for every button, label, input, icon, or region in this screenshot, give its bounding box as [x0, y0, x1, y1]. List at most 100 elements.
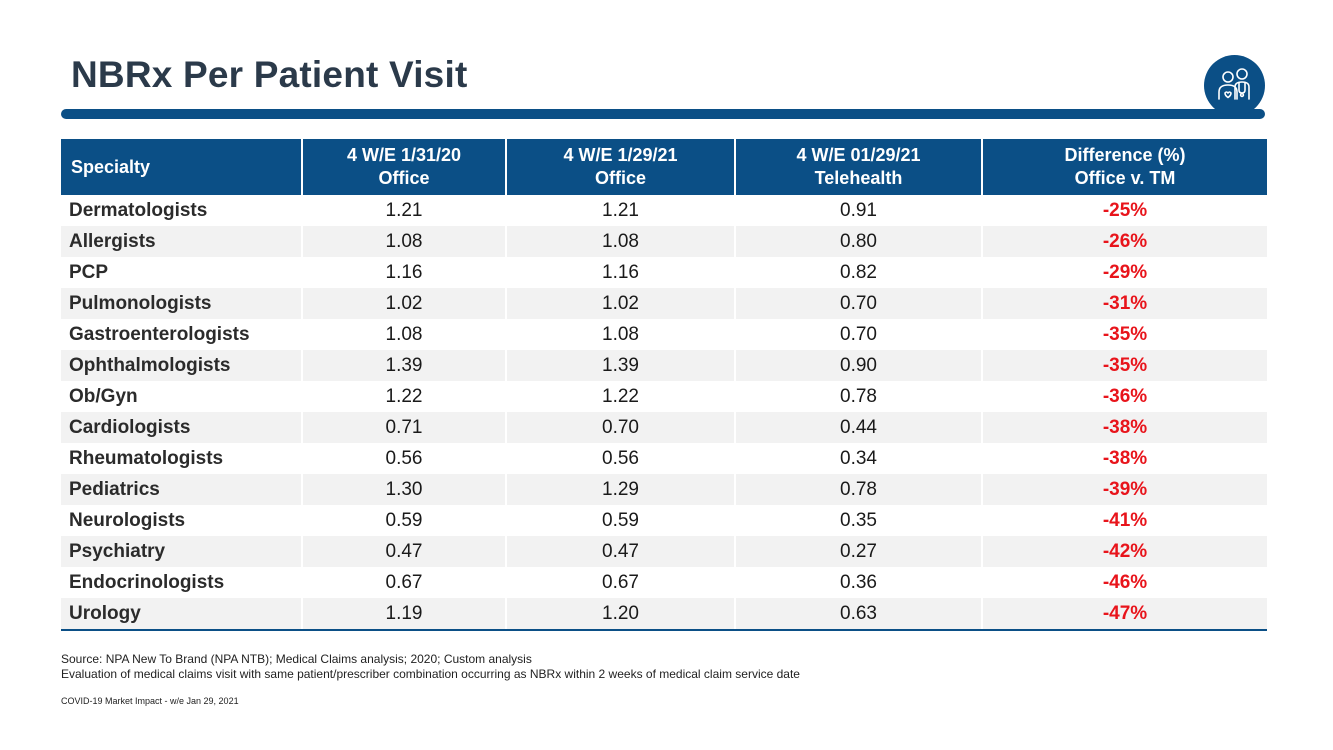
cell-difference: -41% [1102, 509, 1148, 531]
cell-telehealth-2021: 0.78 [735, 474, 983, 505]
cell-office-2020: 0.67 [302, 567, 507, 598]
cell-difference: -25% [1102, 199, 1148, 221]
cell-telehealth-2021: 0.27 [735, 536, 983, 567]
cell-telehealth-2021: 0.78 [735, 381, 983, 412]
header-telehealth-line2: Telehealth [814, 168, 903, 188]
cell-difference: -29% [1102, 261, 1148, 283]
header-office-2021: 4 W/E 1/29/21 Office [506, 139, 736, 195]
cell-office-2020: 1.39 [302, 350, 507, 381]
table-row: Dermatologists 1.21 1.21 0.91 -25% [61, 195, 1267, 226]
cell-office-2020: 1.22 [302, 381, 507, 412]
cell-difference: -47% [982, 598, 1267, 631]
cell-difference: -39% [982, 474, 1267, 505]
cell-office-2020: 0.59 [302, 505, 507, 536]
cell-specialty: Dermatologists [61, 195, 303, 226]
table-row: Pulmonologists 1.02 1.02 0.70 -31% [61, 288, 1267, 319]
cell-telehealth-2021: 0.82 [735, 257, 983, 288]
table-body: Dermatologists 1.21 1.21 0.91 -25% Allergists… [61, 195, 1267, 631]
nbrx-table: Specialty 4 W/E 1/31/20 Office 4 W/E 1/2… [61, 139, 1267, 631]
cell-specialty: Pediatrics [61, 474, 303, 505]
cell-office-2021: 1.29 [506, 474, 736, 505]
cell-office-2020: 1.16 [302, 257, 507, 288]
cell-telehealth-2021: 0.44 [735, 412, 983, 443]
cell-telehealth-2021: 0.63 [735, 598, 983, 631]
table-row: Cardiologists 0.71 0.70 0.44 -38% [61, 412, 1267, 443]
header-telehealth-line1: 4 W/E 01/29/21 [796, 145, 921, 165]
table-row: Psychiatry 0.47 0.47 0.27 -42% [61, 536, 1267, 567]
cell-office-2020: 0.47 [302, 536, 507, 567]
table-row: Allergists 1.08 1.08 0.80 -26% [61, 226, 1267, 257]
source-line-2: Evaluation of medical claims visit with … [61, 667, 800, 681]
table-row: Pediatrics 1.30 1.29 0.78 -39% [61, 474, 1267, 505]
cell-telehealth-2021: 0.80 [735, 226, 983, 257]
cell-specialty: PCP [61, 257, 303, 288]
header-specialty: Specialty [61, 139, 303, 195]
cell-office-2020: 1.08 [302, 319, 507, 350]
cell-office-2021: 1.20 [506, 598, 736, 631]
cell-specialty: Endocrinologists [61, 567, 303, 598]
cell-office-2021: 1.22 [506, 381, 736, 412]
cell-office-2021: 1.02 [506, 288, 736, 319]
cell-specialty: Gastroenterologists [61, 319, 303, 350]
cell-difference: -26% [982, 226, 1267, 257]
cell-difference: -38% [1102, 447, 1148, 469]
cell-office-2021: 0.59 [506, 505, 736, 536]
cell-office-2021: 0.70 [506, 412, 736, 443]
table-row: Neurologists 0.59 0.59 0.35 -41% [61, 505, 1267, 536]
source-note: Source: NPA New To Brand (NPA NTB); Medi… [61, 652, 800, 682]
cell-telehealth-2021: 0.70 [735, 288, 983, 319]
table-row: Gastroenterologists 1.08 1.08 0.70 -35% [61, 319, 1267, 350]
cell-office-2020: 1.19 [302, 598, 507, 631]
header-telehealth-2021: 4 W/E 01/29/21 Telehealth [735, 139, 983, 195]
cell-specialty: Neurologists [61, 505, 303, 536]
cell-telehealth-2021: 0.34 [735, 443, 983, 474]
footer-note: COVID-19 Market Impact - w/e Jan 29, 202… [61, 696, 239, 706]
cell-specialty: Allergists [61, 226, 303, 257]
header-office-2021-line1: 4 W/E 1/29/21 [563, 145, 678, 165]
header-office-2021-line2: Office [594, 168, 646, 188]
header-specialty-label: Specialty [71, 156, 151, 177]
cell-difference: -31% [982, 288, 1267, 319]
cell-difference: -36% [1102, 385, 1148, 407]
cell-telehealth-2021: 0.90 [735, 350, 983, 381]
cell-office-2021: 0.67 [506, 567, 736, 598]
cell-office-2021: 0.47 [506, 536, 736, 567]
cell-specialty: Rheumatologists [61, 443, 303, 474]
cell-office-2021: 1.08 [506, 319, 736, 350]
cell-difference: -35% [1102, 323, 1148, 345]
table-row: Endocrinologists 0.67 0.67 0.36 -46% [61, 567, 1267, 598]
header-office-2020: 4 W/E 1/31/20 Office [302, 139, 507, 195]
cell-office-2021: 1.08 [506, 226, 736, 257]
cell-office-2021: 1.39 [506, 350, 736, 381]
cell-telehealth-2021: 0.36 [735, 567, 983, 598]
patient-doctor-icon [1204, 55, 1265, 116]
cell-office-2021: 0.56 [506, 443, 736, 474]
cell-telehealth-2021: 0.70 [735, 319, 983, 350]
cell-office-2021: 1.16 [506, 257, 736, 288]
table-row: Urology 1.19 1.20 0.63 -47% [61, 598, 1267, 631]
cell-specialty: Pulmonologists [61, 288, 303, 319]
cell-office-2020: 0.71 [302, 412, 507, 443]
cell-specialty: Urology [61, 598, 303, 631]
cell-specialty: Ob/Gyn [61, 381, 303, 412]
page-title: NBRx Per Patient Visit [71, 54, 468, 95]
cell-specialty: Ophthalmologists [61, 350, 303, 381]
cell-difference: -46% [1102, 571, 1148, 593]
table-row: Ob/Gyn 1.22 1.22 0.78 -36% [61, 381, 1267, 412]
cell-office-2020: 1.08 [302, 226, 507, 257]
header-difference-line2: Office v. TM [1074, 168, 1176, 188]
cell-telehealth-2021: 0.91 [735, 195, 983, 226]
table-row: PCP 1.16 1.16 0.82 -29% [61, 257, 1267, 288]
source-line-1: Source: NPA New To Brand (NPA NTB); Medi… [61, 652, 532, 666]
cell-specialty: Psychiatry [61, 536, 303, 567]
cell-office-2020: 0.56 [302, 443, 507, 474]
cell-office-2020: 1.30 [302, 474, 507, 505]
header-office-2020-line2: Office [378, 168, 430, 188]
cell-difference: -38% [982, 412, 1267, 443]
cell-telehealth-2021: 0.35 [735, 505, 983, 536]
table-row: Rheumatologists 0.56 0.56 0.34 -38% [61, 443, 1267, 474]
header-difference: Difference (%) Office v. TM [982, 139, 1267, 195]
header-office-2020-line1: 4 W/E 1/31/20 [346, 145, 462, 165]
table-row: Ophthalmologists 1.39 1.39 0.90 -35% [61, 350, 1267, 381]
cell-difference: -35% [982, 350, 1267, 381]
